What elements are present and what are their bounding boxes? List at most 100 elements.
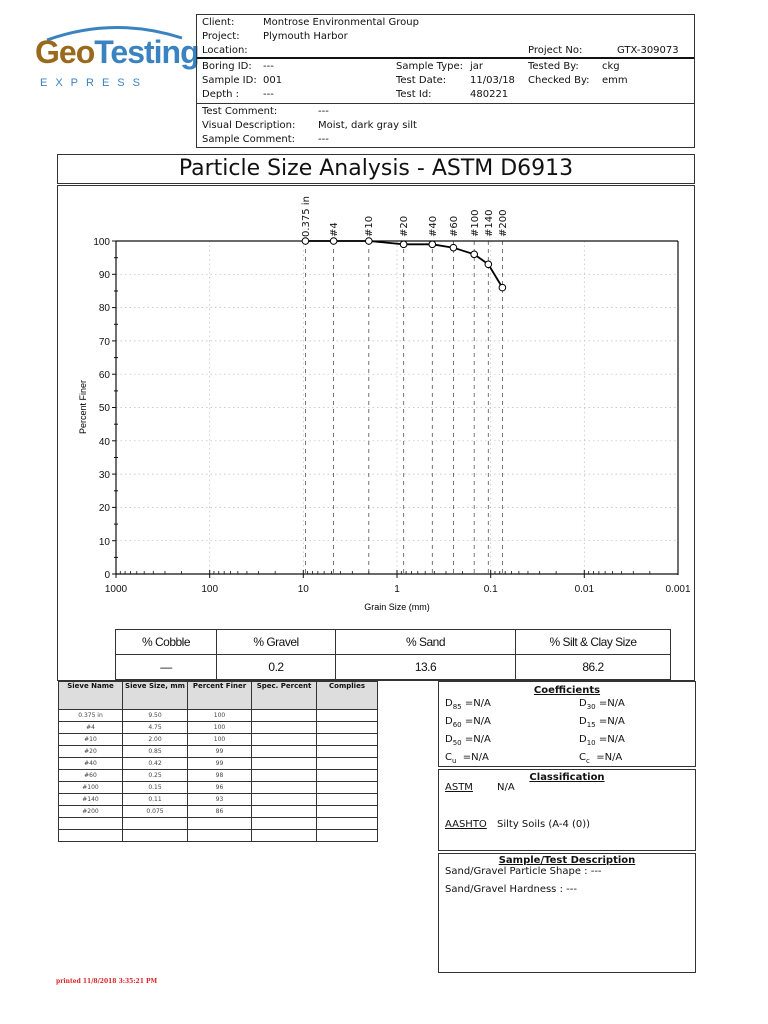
data-point: [329, 237, 338, 245]
sample-id-label: Sample ID:: [202, 75, 257, 86]
data-point: [365, 237, 373, 245]
col-sieve-name: Sieve Name: [58, 681, 123, 710]
data-point: [428, 240, 437, 249]
table-row: #10 2.00 100: [58, 733, 378, 746]
table-row: #60 0.25 98: [58, 769, 378, 782]
col-percent-finer: Percent Finer: [187, 681, 252, 710]
header-info: Client: Montrose Environmental Group Pro…: [196, 14, 695, 148]
sample-comment-label: Sample Comment:: [202, 134, 296, 145]
project-label: Project:: [202, 31, 240, 42]
boring-id-value: ---: [263, 61, 274, 72]
table-cell: 0.42: [122, 757, 188, 770]
d10: D10 =N/A: [579, 734, 625, 747]
sample-type-value: jar: [470, 61, 484, 72]
cobble-header: % Cobble: [115, 629, 217, 655]
table-cell: [251, 757, 317, 770]
grain-size-chart: 100 90 80 70 60 50 40 30 20 10 0 1000 10…: [78, 196, 691, 612]
project-no-label: Project No:: [528, 45, 583, 56]
d85: D85 =N/A: [445, 698, 491, 711]
table-cell: 0.15: [122, 781, 188, 794]
particle-shape: Sand/Gravel Particle Shape : ---: [445, 866, 602, 877]
logo-brand-geo: Geo: [35, 34, 95, 70]
visual-desc-label: Visual Description:: [202, 120, 296, 131]
col-complies: Complies: [316, 681, 378, 710]
table-cell: 100: [187, 721, 252, 734]
silt-clay-value: 86.2: [515, 654, 671, 680]
sieve-label: #140: [484, 210, 495, 237]
table-cell: 0.075: [122, 805, 188, 818]
table-row: #200 0.075 86: [58, 805, 378, 818]
table-cell: 0.85: [122, 745, 188, 758]
sieve-label: #60: [449, 216, 460, 237]
x-tick-0.001: 0.001: [665, 584, 690, 595]
table-cell: #4: [58, 721, 123, 734]
x-tick-100: 100: [201, 584, 218, 595]
table-row: 0.375 in 9.50 100: [58, 709, 378, 722]
y-tick-10: 10: [99, 537, 111, 548]
sieve-label: #20: [399, 216, 410, 237]
table-cell: 96: [187, 781, 252, 794]
table-cell: [251, 733, 317, 746]
table-cell: [316, 817, 378, 830]
classification-box: Classification ASTM N/A AASHTO Silty Soi…: [438, 769, 696, 851]
data-point: [301, 237, 310, 245]
table-cell: [316, 781, 378, 794]
test-date-value: 11/03/18: [470, 75, 515, 86]
y-tick-70: 70: [99, 337, 111, 348]
table-row: #40 0.42 99: [58, 757, 378, 770]
y-tick-60: 60: [99, 370, 111, 381]
d30: D30 =N/A: [579, 698, 625, 711]
data-point: [449, 243, 458, 252]
data-point: [498, 283, 507, 292]
table-cell: 86: [187, 805, 252, 818]
silt-clay-header: % Silt & Clay Size: [515, 629, 671, 655]
depth-value: ---: [263, 89, 274, 100]
table-cell: [251, 829, 317, 842]
sand-header: % Sand: [335, 629, 516, 655]
sieve-label: #100: [470, 210, 481, 237]
table-cell: [251, 793, 317, 806]
table-cell: [316, 769, 378, 782]
hardness: Sand/Gravel Hardness : ---: [445, 884, 577, 895]
sample-type-label: Sample Type:: [396, 61, 464, 72]
data-point: [470, 250, 478, 259]
gravel-value: 0.2: [216, 654, 336, 680]
y-tick-100: 100: [93, 237, 110, 248]
table-cell: 0.25: [122, 769, 188, 782]
y-tick-20: 20: [99, 503, 111, 514]
table-cell: [316, 709, 378, 722]
coefficients-title: Coefficients: [533, 685, 601, 696]
table-cell: 99: [187, 745, 252, 758]
table-cell: 93: [187, 793, 252, 806]
table-cell: 2.00: [122, 733, 188, 746]
table-cell: 100: [187, 709, 252, 722]
table-cell: 99: [187, 757, 252, 770]
description-box: Sample/Test Description Sand/Gravel Part…: [438, 853, 696, 973]
table-cell: [251, 769, 317, 782]
sieve-label: #200: [498, 210, 509, 237]
table-cell: [187, 817, 252, 830]
table-cell: [251, 745, 317, 758]
astm-label: ASTM: [445, 782, 473, 793]
table-cell: [251, 721, 317, 734]
astm-value: N/A: [497, 782, 515, 793]
table-cell: [251, 709, 317, 722]
table-cell: [251, 805, 317, 818]
table-cell: #20: [58, 745, 123, 758]
sample-id-value: 001: [263, 75, 283, 86]
table-cell: [316, 733, 378, 746]
coefficients-box: Coefficients D85 =N/A D30 =N/A D60 =N/A …: [438, 681, 696, 767]
location-label: Location:: [202, 45, 248, 56]
data-point: [399, 240, 408, 249]
sieve-label: #4: [329, 222, 340, 237]
client-label: Client:: [202, 17, 235, 28]
table-cell: 9.50: [122, 709, 188, 722]
x-tick-1: 1: [394, 584, 400, 595]
col-spec-percent: Spec. Percent: [251, 681, 317, 710]
table-cell: 0.375 in: [58, 709, 123, 722]
logo-arc-icon: [46, 26, 183, 42]
table-cell: [58, 817, 123, 830]
cu: Cu =N/A: [445, 752, 489, 765]
classification-title: Classification: [529, 772, 605, 783]
x-tick-0.1: 0.1: [484, 584, 498, 595]
